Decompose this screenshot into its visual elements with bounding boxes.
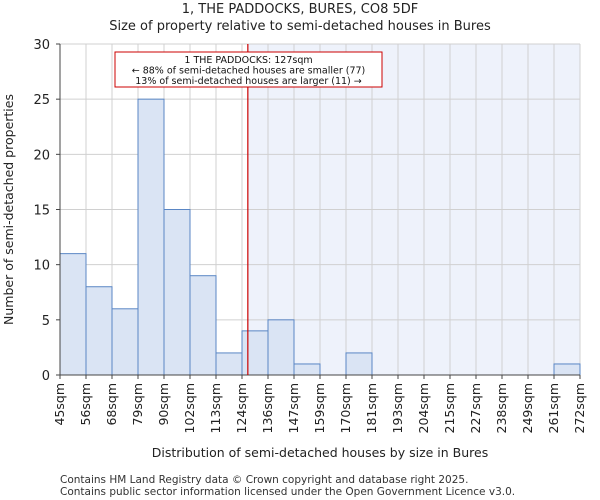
chart-title: 1, THE PADDOCKS, BURES, CO8 5DF — [181, 2, 419, 17]
x-axis-label: Distribution of semi-detached houses by … — [152, 445, 489, 460]
x-tick-label: 68sqm — [104, 383, 119, 426]
x-tick-label: 136sqm — [260, 383, 275, 433]
annotation-line-2: ← 88% of semi-detached houses are smalle… — [132, 66, 366, 77]
histogram-bar — [553, 363, 581, 376]
x-tick-label: 261sqm — [546, 383, 561, 433]
x-tick-label: 113sqm — [208, 383, 223, 433]
histogram-bar — [85, 286, 113, 376]
histogram-bar — [215, 352, 243, 376]
y-axis-label: Number of semi-detached properties — [1, 94, 16, 325]
histogram-bar — [241, 330, 269, 376]
x-tick-label: 238sqm — [494, 383, 509, 433]
annotation-box — [114, 51, 383, 88]
x-tick-label: 159sqm — [312, 383, 327, 433]
x-tick-label: 124sqm — [234, 383, 249, 433]
footer-line-1: Contains HM Land Registry data © Crown c… — [60, 474, 469, 486]
chart-subtitle: Size of property relative to semi-detach… — [109, 19, 491, 34]
y-tick-label: 25 — [33, 93, 50, 108]
histogram-bar — [137, 98, 165, 376]
histogram-bar — [267, 319, 295, 376]
histogram-bar — [59, 253, 87, 376]
x-tick-label: 227sqm — [468, 383, 483, 433]
x-tick-label: 249sqm — [520, 383, 535, 433]
y-tick-label: 5 — [42, 314, 50, 329]
x-tick-label: 147sqm — [286, 383, 301, 433]
annotation-line-1: 1 THE PADDOCKS: 127sqm — [184, 55, 312, 66]
histogram-bar — [189, 275, 217, 376]
histogram-bar — [111, 308, 139, 376]
footer-line-2: Contains public sector information licen… — [60, 486, 516, 498]
y-tick-label: 20 — [33, 148, 50, 163]
x-tick-label: 102sqm — [182, 383, 197, 433]
y-tick-label: 0 — [42, 369, 50, 384]
x-tick-label: 193sqm — [390, 383, 405, 433]
x-tick-label: 170sqm — [338, 383, 353, 433]
annotation-line-3: 13% of semi-detached houses are larger (… — [135, 76, 362, 87]
x-tick-label: 181sqm — [364, 383, 379, 433]
histogram-bar — [163, 209, 191, 376]
x-tick-label: 272sqm — [572, 383, 587, 433]
histogram-bar — [345, 352, 373, 376]
y-tick-label: 10 — [33, 259, 50, 274]
y-tick-label: 30 — [33, 38, 50, 53]
x-tick-label: 45sqm — [52, 383, 67, 426]
x-tick-label: 56sqm — [78, 383, 93, 426]
x-tick-label: 79sqm — [130, 383, 145, 426]
y-tick-label: 15 — [33, 204, 50, 219]
x-tick-label: 215sqm — [442, 383, 457, 433]
histogram-bar — [293, 363, 321, 376]
x-tick-label: 90sqm — [156, 383, 171, 426]
x-tick-label: 204sqm — [416, 383, 431, 433]
